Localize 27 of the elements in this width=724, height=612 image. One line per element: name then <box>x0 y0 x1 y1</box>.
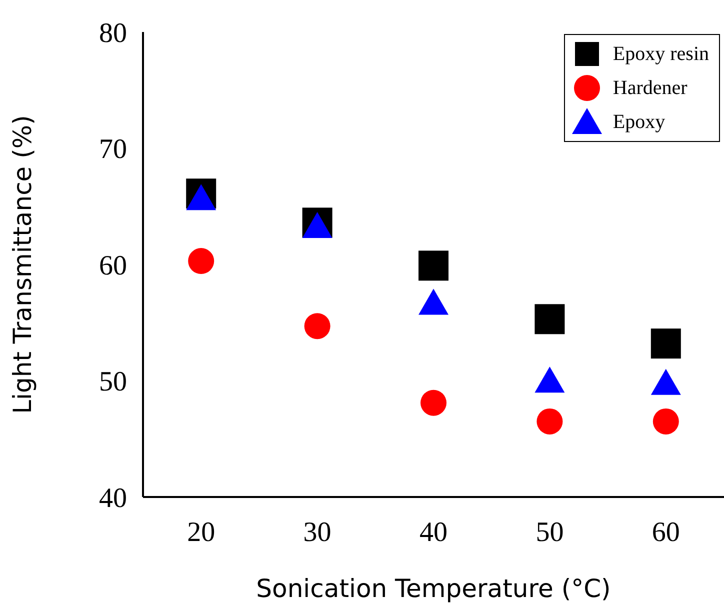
point <box>650 328 681 359</box>
x-axis-title: Sonication Temperature (°C) <box>256 574 611 603</box>
y-tick-label: 80 <box>99 18 127 49</box>
x-tick-label: 40 <box>420 516 448 548</box>
y-tick-label: 60 <box>99 250 127 282</box>
legend-label: Hardener <box>612 76 688 100</box>
point <box>534 366 565 393</box>
point <box>536 408 563 434</box>
legend-label: Epoxy <box>612 110 666 134</box>
point <box>186 184 216 210</box>
point <box>304 313 330 340</box>
y-tick-label: 40 <box>99 482 127 514</box>
x-tick-label: 60 <box>652 516 680 548</box>
point <box>534 304 565 334</box>
point <box>418 250 448 281</box>
point <box>420 390 446 416</box>
point <box>188 248 214 274</box>
y-tick-label: 50 <box>99 366 127 398</box>
x-tick-label: 20 <box>187 516 216 548</box>
y-axis-title: Light Transmittance (%) <box>8 115 37 414</box>
point <box>418 288 448 315</box>
x-tick-label: 30 <box>303 516 332 548</box>
y-tick-label: 70 <box>99 134 127 166</box>
x-tick-label: 50 <box>536 516 564 548</box>
point <box>652 408 679 434</box>
legend-label: Epoxy resin <box>612 42 709 66</box>
point <box>650 368 681 395</box>
